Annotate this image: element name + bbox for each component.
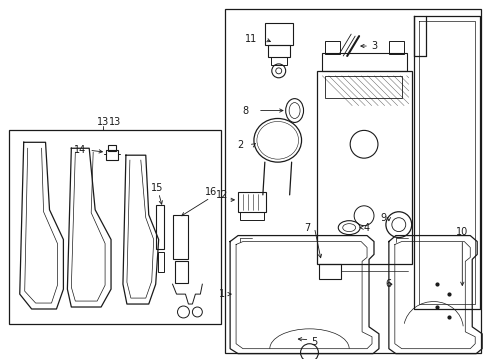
Text: 13: 13 <box>97 117 109 127</box>
Text: 1: 1 <box>219 289 224 299</box>
Text: 10: 10 <box>455 226 468 237</box>
Bar <box>108 145 116 151</box>
Bar <box>325 76 401 98</box>
Bar <box>106 150 118 160</box>
Bar <box>238 192 265 212</box>
Bar <box>264 23 292 45</box>
Text: 2: 2 <box>237 140 243 150</box>
Text: 7: 7 <box>304 222 310 233</box>
Bar <box>267 45 289 57</box>
Text: 11: 11 <box>244 34 257 44</box>
Text: 12: 12 <box>215 190 228 200</box>
Text: 9: 9 <box>380 213 386 223</box>
Bar <box>388 41 403 54</box>
Text: 5: 5 <box>311 337 317 347</box>
Bar <box>174 261 188 283</box>
Bar <box>224 9 480 353</box>
Bar <box>319 264 341 279</box>
Bar <box>270 57 286 65</box>
Text: 4: 4 <box>362 222 368 233</box>
Bar <box>155 205 163 249</box>
Bar <box>317 71 411 264</box>
Text: 15: 15 <box>150 183 163 193</box>
Bar <box>172 215 188 260</box>
Text: 6: 6 <box>384 279 390 289</box>
Bar <box>9 130 221 324</box>
Bar <box>240 212 264 220</box>
Text: 14: 14 <box>74 145 86 155</box>
Bar <box>325 41 340 54</box>
Text: 16: 16 <box>205 187 217 197</box>
Text: 8: 8 <box>242 105 247 116</box>
Bar <box>157 252 163 272</box>
Text: 13: 13 <box>109 117 121 127</box>
Text: 3: 3 <box>370 41 376 51</box>
Bar <box>322 53 406 71</box>
